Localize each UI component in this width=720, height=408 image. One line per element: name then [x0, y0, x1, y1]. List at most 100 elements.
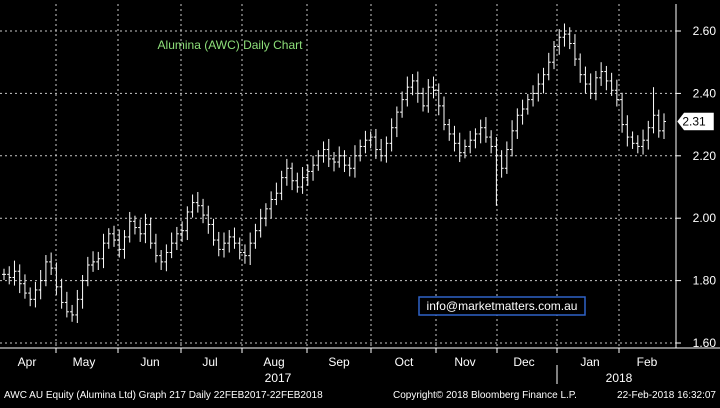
ohlc-bar: [368, 131, 373, 149]
ohlc-bar: [641, 129, 646, 155]
ohlc-bar: [578, 53, 583, 83]
footer-bar: [0, 384, 720, 403]
ohlc-bar: [447, 118, 452, 141]
ohlc-bar: [520, 99, 525, 125]
ohlc-bar: [494, 137, 499, 206]
ohlc-bar: [227, 230, 232, 253]
ohlc-bar: [572, 34, 577, 66]
footer-copyright: Copyright© 2018 Bloomberg Finance L.P.: [393, 390, 577, 401]
y-tick-label: 1.60: [693, 336, 717, 350]
ohlc-bar: [567, 27, 572, 50]
ohlc-bar: [352, 145, 357, 178]
y-tick-label: 1.80: [693, 274, 717, 288]
ohlc-bar: [316, 150, 321, 171]
ohlc-bar: [49, 252, 54, 275]
ohlc-bar: [284, 158, 289, 186]
x-tick-label: Sep: [328, 355, 350, 369]
ohlc-bar: [64, 291, 69, 318]
ohlc-bar: [588, 73, 593, 100]
ohlc-bar: [593, 70, 598, 101]
year-label: 2017: [265, 371, 292, 385]
ohlc-bar: [483, 117, 488, 143]
ohlc-bar: [405, 76, 410, 107]
y-tick-label: 2.60: [693, 24, 717, 38]
ohlc-bar: [326, 138, 331, 168]
ohlc-bar: [431, 76, 436, 99]
ohlc-bar: [531, 85, 536, 107]
ohlc-bar: [504, 141, 509, 174]
y-axis: 2.60 2.40 2.20 2.00 1.80 1.60: [675, 4, 717, 350]
ohlc-bar: [604, 65, 609, 91]
watermark-email[interactable]: info@marketmatters.com.au: [427, 299, 578, 313]
ohlc-bar: [452, 125, 457, 152]
ohlc-bar: [258, 208, 263, 238]
grid-lines: [0, 4, 676, 348]
ohlc-bar: [394, 106, 399, 138]
ohlc-bar: [253, 223, 258, 249]
ohlc-bar: [211, 218, 216, 246]
ohlc-bar: [169, 232, 174, 259]
ohlc-bar: [43, 255, 48, 287]
ohlc-bar: [190, 194, 195, 218]
ohlc-bar: [358, 139, 363, 162]
ohlc-bar: [2, 268, 6, 280]
ohlc-bar: [112, 225, 116, 247]
x-tick-label: Dec: [513, 355, 534, 369]
ohlc-bar: [400, 91, 405, 118]
ohlc-bar: [546, 52, 551, 81]
ohlc-bar: [562, 23, 567, 47]
ohlc-bar: [143, 213, 148, 244]
ohlc-bar: [174, 226, 179, 251]
ohlc-bar: [609, 72, 614, 96]
ohlc-bar: [620, 92, 625, 133]
ohlc-bar: [290, 162, 295, 191]
y-tick-label: 2.20: [693, 149, 717, 163]
ohlc-bar: [489, 130, 494, 154]
ohlc-bar: [242, 244, 247, 264]
x-axis: Apr May Jun Jul Aug Sep Oct Nov Dec Jan Feb 2017 201…: [0, 347, 720, 385]
ohlc-bar: [38, 269, 43, 300]
ohlc-bar: [7, 266, 12, 285]
ohlc-bar: [541, 67, 546, 94]
ohlc-bar: [148, 217, 153, 249]
ohlc-bar: [557, 29, 562, 55]
last-price-marker: 2.31: [676, 112, 715, 131]
ohlc-bar: [132, 215, 137, 235]
ohlc-bar: [478, 119, 483, 144]
x-tick-label: May: [73, 355, 96, 369]
ohlc-bar: [347, 157, 352, 177]
ohlc-bar: [101, 233, 106, 269]
ohlc-bar: [305, 164, 310, 186]
footer-left: AWC AU Equity (Alumina Ltd) Graph 217 Da…: [4, 390, 323, 401]
ohlc-bar: [28, 287, 33, 307]
y-tick-label: 2.00: [693, 211, 717, 225]
ohlc-bar: [457, 132, 462, 163]
ohlc-bar: [421, 87, 426, 112]
ohlc-bar: [379, 138, 384, 162]
ohlc-bar: [635, 135, 640, 154]
ohlc-bar: [269, 191, 274, 219]
x-tick-label: Jan: [580, 355, 599, 369]
ohlc-bar: [237, 237, 242, 260]
ohlc-bar: [195, 191, 200, 213]
ohlc-bar: [583, 66, 588, 94]
ohlc-bar: [164, 244, 169, 272]
ohlc-bar: [462, 139, 467, 159]
ohlc-bar: [75, 289, 80, 324]
ohlc-bar: [117, 229, 122, 258]
ohlc-bar: [96, 251, 101, 270]
ohlc-bar: [216, 231, 221, 257]
ohlc-bar: [300, 167, 305, 194]
ohlc-bar: [337, 146, 342, 168]
x-tick-label: Nov: [454, 355, 475, 369]
ohlc-bar: [536, 73, 541, 102]
last-price-label: 2.31: [682, 114, 706, 128]
ohlc-bar: [442, 96, 446, 131]
ohlc-bar: [426, 79, 431, 113]
x-tick-label: Oct: [395, 355, 414, 369]
ohlc-bar: [185, 206, 190, 241]
ohlc-bar: [232, 227, 237, 249]
ohlc-bar: [552, 40, 556, 70]
